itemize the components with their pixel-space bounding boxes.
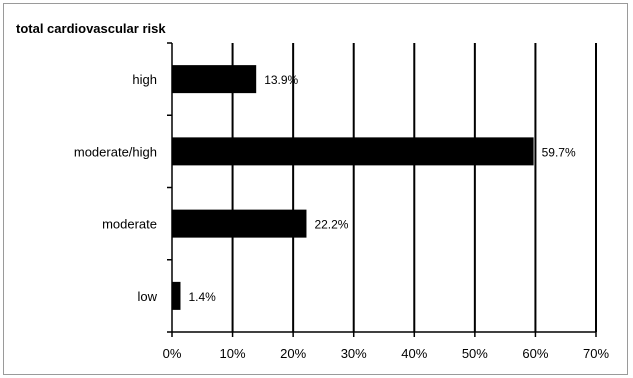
- x-tick-label-70: 70%: [583, 346, 609, 361]
- data-label-high: 13.9%: [264, 73, 298, 87]
- category-label-moderate: moderate: [102, 217, 157, 232]
- x-tick-label-20: 20%: [280, 346, 306, 361]
- data-label-moderate-high: 59.7%: [542, 145, 576, 159]
- bar-high: [172, 65, 257, 94]
- bar-moderate-high: [172, 137, 534, 166]
- data-label-low: 1.4%: [188, 290, 216, 304]
- x-tick-label-60: 60%: [522, 346, 548, 361]
- x-tick-label-50: 50%: [462, 346, 488, 361]
- chart-title: total cardiovascular risk: [16, 21, 166, 36]
- x-tick-label-10: 10%: [220, 346, 246, 361]
- x-tick-label-30: 30%: [341, 346, 367, 361]
- bar-low: [172, 281, 181, 310]
- category-label-moderate-high: moderate/high: [74, 144, 157, 159]
- x-tick-label-0: 0%: [163, 346, 182, 361]
- data-label-moderate: 22.2%: [314, 218, 348, 232]
- bar-moderate: [172, 209, 307, 238]
- category-label-high: high: [132, 72, 157, 87]
- category-label-low: low: [137, 289, 157, 304]
- x-tick-label-40: 40%: [401, 346, 427, 361]
- chart-frame: [3, 3, 628, 375]
